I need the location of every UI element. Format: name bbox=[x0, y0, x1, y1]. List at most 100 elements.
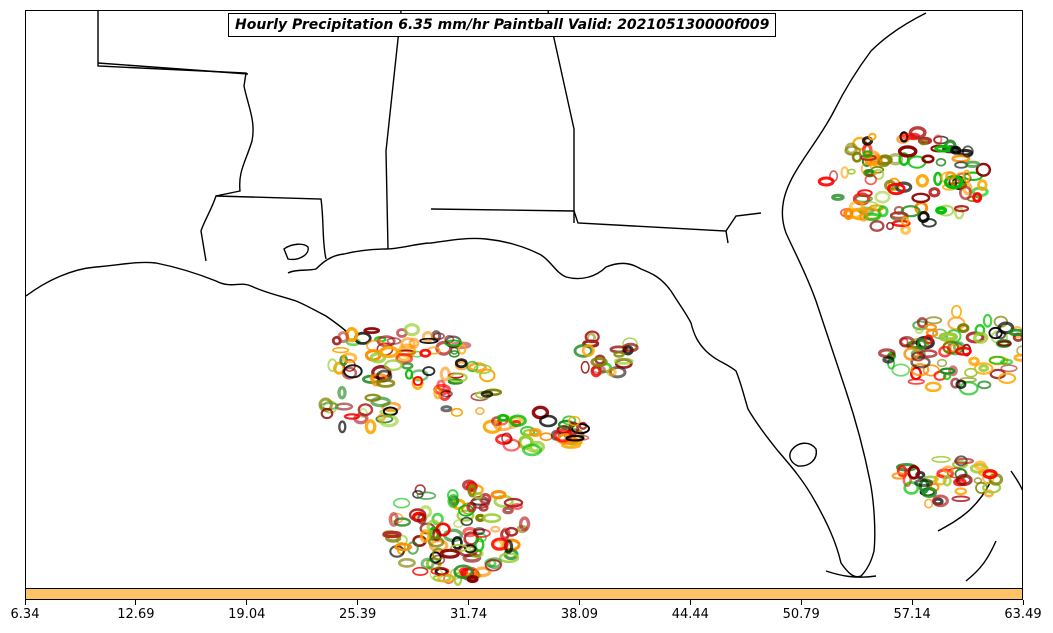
precip-paintball bbox=[900, 132, 916, 141]
precip-paintball bbox=[948, 365, 958, 377]
precip-paintball bbox=[393, 517, 411, 527]
precip-paintball bbox=[453, 564, 474, 579]
precip-paintball bbox=[444, 335, 455, 344]
precip-paintball bbox=[449, 544, 468, 553]
precip-paintball bbox=[911, 192, 931, 204]
precip-paintball bbox=[501, 527, 511, 539]
precip-paintball bbox=[957, 323, 970, 334]
colorbar-tick-label: 12.69 bbox=[117, 607, 155, 622]
lake-okeechobee bbox=[789, 442, 817, 467]
precip-paintball bbox=[977, 179, 988, 192]
colorbar-tick bbox=[800, 600, 802, 605]
state-border-ms-al bbox=[385, 11, 402, 250]
precip-paintball bbox=[338, 420, 347, 434]
precip-paintball bbox=[975, 162, 992, 177]
precip-paintball bbox=[422, 366, 436, 377]
precip-paintball bbox=[584, 330, 600, 344]
precip-paintball bbox=[401, 362, 414, 370]
precip-paintball bbox=[997, 340, 1012, 347]
precip-paintball bbox=[942, 474, 952, 487]
precip-paintball bbox=[429, 551, 442, 564]
precip-paintball bbox=[874, 190, 891, 204]
precip-paintball bbox=[490, 525, 501, 533]
precip-paintball bbox=[448, 372, 468, 383]
precip-paintball bbox=[318, 397, 333, 413]
precip-paintball bbox=[938, 345, 952, 358]
precip-paintball bbox=[320, 407, 334, 420]
state-border-al-ga bbox=[547, 11, 575, 223]
precip-paintball bbox=[337, 385, 347, 400]
precip-paintball bbox=[427, 536, 445, 548]
precip-paintball bbox=[840, 166, 849, 179]
precip-paintball bbox=[858, 211, 869, 222]
precip-paintball bbox=[961, 145, 974, 158]
colorbar-tick bbox=[24, 600, 26, 605]
precip-paintball bbox=[332, 347, 350, 354]
precip-paintball bbox=[412, 489, 424, 499]
precip-paintball bbox=[364, 393, 382, 402]
precip-paintball bbox=[907, 464, 921, 480]
precip-paintball bbox=[416, 491, 437, 500]
precip-paintball bbox=[414, 484, 426, 496]
precip-paintball bbox=[456, 509, 475, 522]
precip-paintball bbox=[942, 372, 952, 381]
precip-paintball bbox=[379, 345, 400, 359]
precip-paintball bbox=[898, 335, 915, 348]
precip-paintball bbox=[968, 356, 980, 366]
precip-paintball bbox=[394, 542, 412, 552]
precip-paintball bbox=[447, 489, 459, 502]
precip-paintball bbox=[490, 490, 507, 500]
precip-paintball bbox=[873, 168, 885, 181]
precip-paintball bbox=[432, 332, 445, 340]
precip-paintball bbox=[931, 455, 951, 463]
precip-paintball bbox=[363, 327, 381, 335]
precip-paintball bbox=[876, 155, 891, 168]
precip-paintball bbox=[962, 182, 973, 196]
colorbar bbox=[25, 588, 1023, 600]
precip-paintball bbox=[902, 472, 912, 488]
precip-paintball bbox=[412, 566, 429, 576]
precip-paintball bbox=[606, 367, 617, 377]
colorbar-tick bbox=[911, 600, 913, 605]
precip-paintball bbox=[467, 483, 477, 498]
precip-paintball bbox=[568, 421, 580, 436]
precip-paintball bbox=[938, 332, 958, 341]
precip-paintball bbox=[962, 169, 971, 183]
colorbar-tick-label: 50.79 bbox=[782, 607, 820, 622]
precip-paintball bbox=[950, 145, 962, 155]
colorbar-tick-label: 25.39 bbox=[339, 607, 377, 622]
precip-paintball bbox=[916, 339, 927, 351]
precip-paintball bbox=[431, 547, 445, 561]
precip-paintball bbox=[408, 337, 420, 349]
precip-paintball bbox=[508, 414, 527, 427]
precip-paintball bbox=[921, 154, 935, 164]
precip-paintball bbox=[954, 457, 974, 465]
caribbean-islands bbox=[937, 470, 1022, 582]
precip-paintball bbox=[924, 381, 942, 393]
precip-paintball bbox=[466, 575, 479, 584]
precip-paintball bbox=[419, 529, 431, 543]
precip-paintball bbox=[608, 366, 627, 379]
precip-paintball bbox=[869, 220, 885, 232]
precip-paintball bbox=[503, 497, 524, 508]
precip-paintball bbox=[474, 566, 492, 578]
precip-paintball bbox=[337, 331, 349, 344]
precip-paintball bbox=[343, 364, 363, 379]
precip-paintball bbox=[954, 206, 965, 220]
precip-paintball bbox=[421, 331, 434, 343]
precip-paintball bbox=[397, 557, 416, 568]
precip-paintball bbox=[475, 407, 485, 416]
precip-paintball bbox=[466, 481, 478, 492]
precip-paintball bbox=[919, 138, 928, 146]
precip-paintball bbox=[977, 380, 992, 390]
precip-paintball bbox=[382, 530, 402, 539]
colorbar-tick bbox=[468, 600, 470, 605]
precip-paintball bbox=[440, 390, 453, 398]
precip-paintball bbox=[439, 366, 451, 382]
precip-paintball bbox=[911, 351, 926, 362]
precip-paintball bbox=[404, 369, 414, 380]
precip-paintball bbox=[861, 136, 874, 146]
precip-paintball bbox=[450, 407, 464, 417]
precip-paintball bbox=[935, 158, 947, 167]
precip-paintball bbox=[369, 352, 387, 364]
